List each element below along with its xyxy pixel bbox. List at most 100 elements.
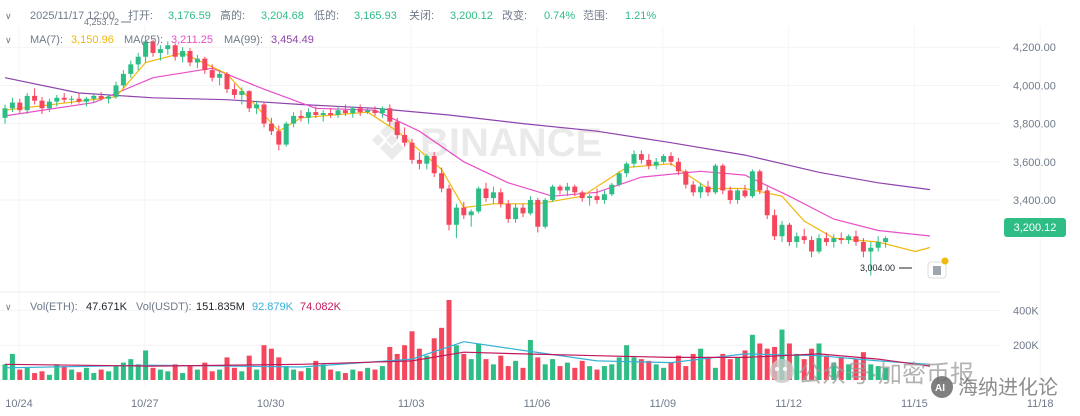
candle-body-64 [476,188,482,212]
candle-body-105 [779,224,785,237]
volume-bar-15 [113,366,119,380]
open-value: 3,176.59 [168,10,211,22]
volume-bar-56 [416,348,422,380]
volume-bar-68 [505,366,511,380]
candle-body-77 [572,186,578,193]
candle-body-29 [217,73,223,78]
volume-bar-27 [202,362,208,380]
candle-body-60 [446,188,452,225]
volume-bar-55 [409,331,415,380]
volume-bar-117 [868,364,874,380]
header-toggle[interactable]: ∨ [5,11,12,21]
volume-bar-88 [653,364,659,380]
volume-bar-41 [305,367,311,380]
candle-body-41 [305,112,311,118]
volume-bar-3 [24,367,30,380]
high-marker-label: 4,253.72 [84,17,119,27]
volume-bars [2,300,889,380]
volume-bar-99 [735,357,741,380]
volume-bar-39 [291,369,297,380]
candle-body-96 [712,165,718,193]
time-axis[interactable]: 10/24 10/27 10/30 11/03 11/06 11/09 11/12 11/15… [5,398,1053,410]
low-label: 低的: [314,8,339,22]
candle-body-67 [498,192,504,204]
candle-body-59 [439,173,445,189]
candle-body-13 [98,95,104,99]
volume-bar-53 [394,353,400,380]
candle-body-114 [846,236,852,241]
volume-bar-1 [9,353,15,380]
candle-body-56 [416,159,422,164]
volume-bar-65 [483,359,489,380]
volume-bar-45 [335,371,341,380]
candle-body-101 [749,171,755,197]
y-tick-label-3: 3,600.00 [1013,157,1056,169]
book-icon[interactable] [927,257,949,279]
candle-body-21 [157,49,163,53]
volume-bar-102 [757,343,763,380]
candle-body-6 [46,101,52,109]
candle-body-92 [683,171,689,185]
candle-body-16 [120,73,126,86]
candle-body-32 [239,91,245,95]
candle-body-43 [320,113,326,115]
candle-body-22 [165,45,171,50]
vol-usdt-value: 151.835M [196,301,245,313]
candle-body-7 [54,97,60,102]
volume-bar-16 [120,362,126,380]
candle-body-76 [564,186,570,191]
candle-body-5 [39,100,45,109]
volume-bar-76 [564,362,570,380]
y-tick-label-4: 3,400.00 [1013,195,1056,207]
volume-bar-80 [594,369,600,380]
volume-bar-48 [357,371,363,380]
close-label: 关闭: [409,8,434,22]
low-value: 3,165.93 [354,10,397,22]
price-axis[interactable]: 4,200.00 4,000.00 3,800.00 3,600.00 3,400.00 [1013,42,1056,207]
candle-body-33 [246,91,252,109]
candle-body-116 [860,241,866,252]
open-label: 打开: [128,8,153,22]
candle-body-71 [527,199,533,214]
volume-bar-83 [616,357,622,380]
candle-body-79 [587,196,593,199]
volume-bar-114 [846,364,852,380]
volume-bar-29 [217,369,223,380]
volume-bar-69 [513,360,519,380]
candle-body-0 [2,108,8,118]
candle-body-55 [409,142,415,160]
candle-body-86 [638,154,644,160]
ma99-value: 3,454.49 [271,34,314,46]
candle-body-72 [535,199,541,227]
ma25-value: 3,211.25 [171,34,213,46]
candle-body-102 [757,171,763,191]
vol-tick-label-0: 400K [1013,305,1039,317]
ma25-label: MA(25): [124,34,163,46]
candle-body-46 [342,110,348,114]
x-tick-label-2: 10/30 [257,398,285,410]
ai-icon: AI [931,376,953,398]
candle-body-95 [705,186,711,193]
change-value: 0.74% [544,10,575,22]
low-marker-label: 3,004.00 [860,263,895,273]
candle-body-74 [550,186,556,200]
volume-bar-46 [342,373,348,380]
grid [0,26,1041,386]
high-label: 高的: [220,8,245,22]
candle-body-58 [431,156,437,174]
volume-bar-90 [668,362,674,380]
volume-axis: 400K 200K [1013,305,1039,352]
volume-legend: ∨ Vol(ETH): 47.671K Vol(USDT): 151.835M … [5,301,342,313]
candle-body-1 [9,102,15,109]
vol-toggle[interactable]: ∨ [5,302,12,312]
volume-bar-13 [98,369,104,380]
volume-bar-12 [91,373,97,380]
candle-body-39 [291,115,297,124]
ma-toggle[interactable]: ∨ [5,35,12,45]
volume-bar-54 [402,345,408,380]
range-label: 范围: [583,8,608,22]
candle-body-19 [143,41,149,57]
candle-body-110 [816,238,822,252]
volume-bar-49 [365,367,371,380]
